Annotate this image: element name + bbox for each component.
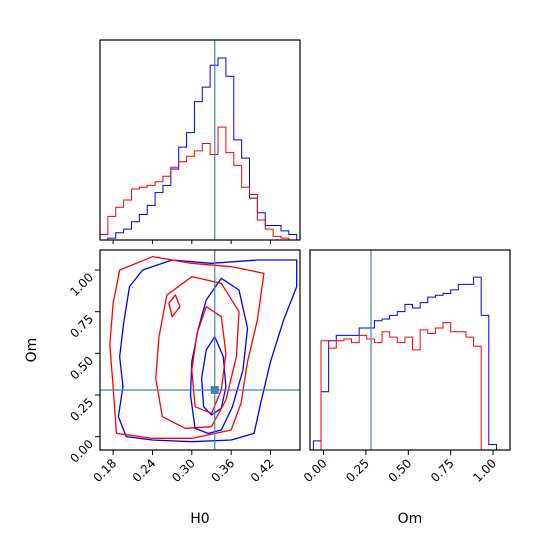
- y-axis-label-om: Om: [24, 338, 40, 363]
- h0-om-contour-panel: [99, 249, 301, 451]
- om-bottom-tick-label-3: 0.75: [428, 456, 457, 485]
- h0-tick-label-2: 0.30: [169, 456, 198, 485]
- om-left-tick-label-2: 0.50: [67, 354, 96, 383]
- om-hist-series-red: [313, 322, 497, 451]
- om-left-tick-label-4: 1.00: [67, 270, 96, 299]
- om-hist-series-blue: [312, 276, 497, 450]
- om-hist-background: [310, 250, 510, 450]
- h0-histogram-panel: [99, 39, 301, 244]
- h0-hist-series-red: [99, 126, 297, 241]
- contour-red-3: [168, 294, 181, 318]
- h0-hist-series-blue: [100, 57, 298, 241]
- contour-blue-1: [189, 277, 249, 434]
- contour-blue-0: [117, 259, 298, 443]
- h0-hist-frame: [99, 39, 301, 241]
- om-left-tick-label-1: 0.25: [67, 395, 96, 424]
- om-bottom-tick-label-0: 0.00: [301, 456, 330, 485]
- om-left-tick-label-3: 0.75: [67, 312, 96, 341]
- om-left-tick-label-0: 0.00: [67, 437, 96, 466]
- h0-tick-label-3: 0.36: [208, 456, 237, 485]
- om-bottom-tick-label-1: 0.25: [343, 456, 372, 485]
- h0-tick-label-0: 0.18: [90, 456, 119, 485]
- h0-hist-background: [100, 40, 300, 240]
- om-bottom-tick-label-4: 1.00: [470, 456, 499, 485]
- om-bottom-tick-label-2: 0.50: [386, 456, 415, 485]
- om-histogram-panel: [309, 249, 511, 451]
- truth-marker: [210, 386, 219, 394]
- contour-frame: [99, 249, 301, 451]
- x-axis-label-h0: H0: [190, 511, 209, 527]
- contour-background: [100, 250, 300, 450]
- contour-red-0: [109, 256, 265, 439]
- contour-lines: [100, 250, 300, 450]
- x-axis-label-om: Om: [398, 511, 423, 527]
- h0-tick-label-4: 0.42: [248, 456, 277, 485]
- contour-red-1: [155, 276, 240, 429]
- h0-tick-label-1: 0.24: [130, 456, 159, 485]
- om-hist-frame: [309, 249, 511, 451]
